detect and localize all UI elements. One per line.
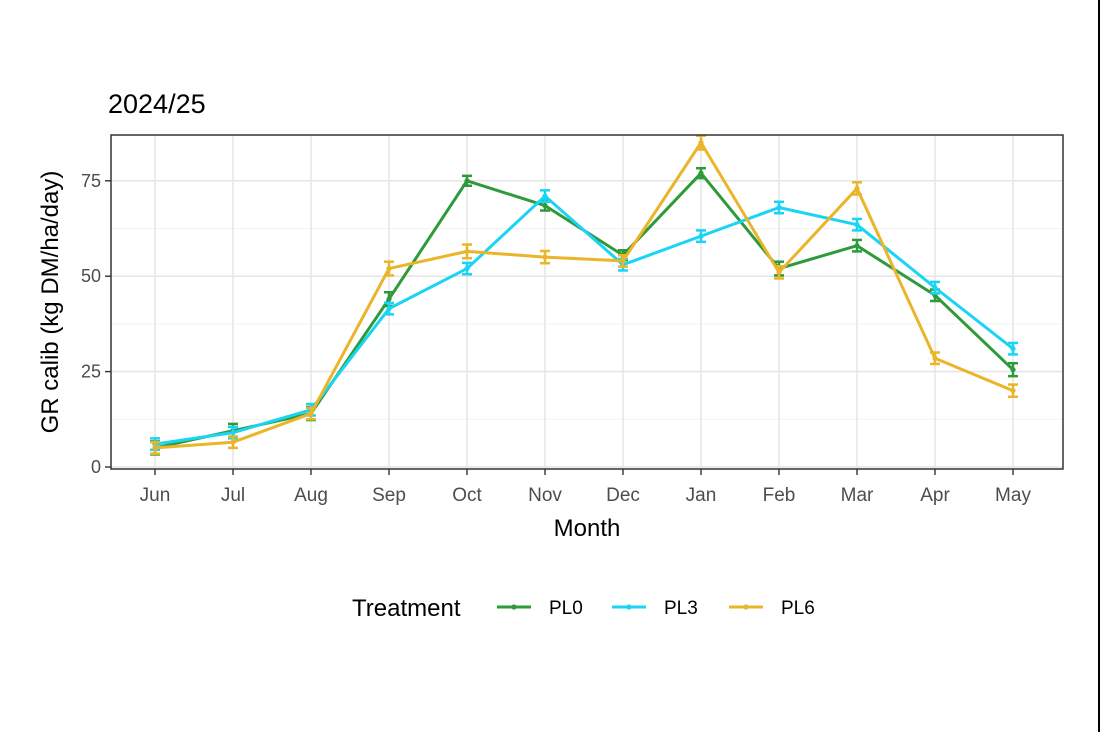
data-point — [542, 202, 548, 209]
x-tick-label: Apr — [920, 485, 950, 506]
data-point — [230, 430, 236, 436]
y-axis-label: GR calib (kg DM/ha/day) — [37, 171, 64, 434]
legend-key-point — [743, 604, 749, 610]
legend-key-point — [626, 604, 632, 610]
y-tick-label: 75 — [81, 171, 101, 191]
legend-key-point — [511, 604, 517, 610]
series-PL6 — [150, 134, 1018, 455]
data-point — [932, 355, 938, 361]
data-point — [776, 204, 782, 211]
x-tick-label: May — [995, 485, 1031, 506]
grid-minor — [111, 227, 1063, 420]
axis-layer: 0 25 50 75 Jun Jul Aug Sep Oct Nov Dec Jan Feb Mar Apr… — [81, 171, 1031, 506]
x-tick-label: Dec — [606, 485, 640, 506]
legend-title: Treatment — [352, 595, 461, 622]
data-point — [542, 254, 548, 260]
y-tick-label: 25 — [81, 362, 101, 382]
data-point — [152, 445, 158, 451]
series-PL0 — [150, 166, 1018, 456]
data-point — [854, 222, 860, 228]
series-PL3 — [150, 189, 1018, 452]
x-tick-label: Jun — [140, 485, 171, 506]
legend-label: PL6 — [781, 598, 815, 619]
data-point — [308, 410, 314, 417]
data-point — [854, 185, 860, 192]
series-layer — [150, 134, 1018, 456]
x-tick-label: Oct — [452, 485, 482, 506]
x-tick-label: Feb — [763, 485, 796, 506]
data-point — [698, 233, 704, 239]
series-line — [154, 194, 1014, 446]
x-axis-label: Month — [554, 515, 621, 542]
data-point — [542, 193, 548, 199]
series-line — [154, 171, 1015, 450]
series-line — [154, 141, 1014, 450]
legend: Treatment PL0 PL3 PL6 — [352, 595, 815, 622]
y-tick-label: 0 — [91, 457, 101, 477]
data-point — [230, 439, 236, 445]
data-point — [698, 140, 704, 146]
data-point — [464, 265, 470, 272]
data-point — [1010, 388, 1016, 394]
data-point — [386, 296, 392, 302]
data-point — [386, 306, 392, 312]
data-point — [776, 269, 782, 275]
data-point — [1010, 367, 1016, 373]
x-tick-label: Jul — [221, 485, 245, 506]
x-tick-label: Mar — [841, 485, 874, 506]
legend-label: PL3 — [664, 598, 698, 619]
y-tick-label: 50 — [81, 266, 101, 286]
legend-label: PL0 — [549, 598, 583, 619]
panel-border — [110, 134, 1064, 470]
chart-title: 2024/25 — [108, 89, 206, 119]
data-point — [386, 265, 392, 272]
x-tick-label: Aug — [294, 485, 328, 506]
data-point — [464, 248, 470, 254]
data-point — [854, 243, 860, 249]
right-border-line — [1098, 0, 1100, 732]
x-tick-label: Jan — [686, 485, 717, 506]
data-point — [1010, 346, 1016, 352]
x-tick-label: Sep — [372, 485, 406, 506]
x-tick-label: Nov — [528, 485, 562, 506]
data-point — [698, 170, 704, 176]
data-point — [932, 285, 938, 291]
data-point — [620, 258, 626, 264]
data-point — [464, 178, 470, 184]
